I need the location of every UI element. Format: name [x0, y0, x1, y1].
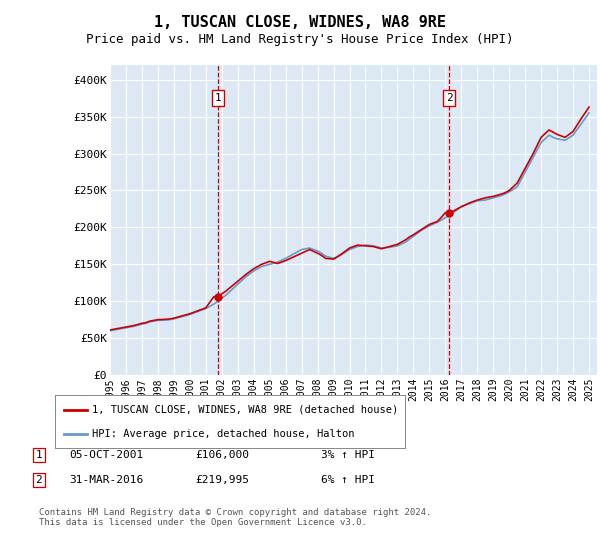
- Text: 1: 1: [35, 450, 43, 460]
- Text: Price paid vs. HM Land Registry's House Price Index (HPI): Price paid vs. HM Land Registry's House …: [86, 33, 514, 46]
- Text: HPI: Average price, detached house, Halton: HPI: Average price, detached house, Halt…: [92, 429, 354, 439]
- Text: 2: 2: [35, 475, 43, 485]
- Text: £219,995: £219,995: [195, 475, 249, 485]
- Text: £106,000: £106,000: [195, 450, 249, 460]
- Text: 2: 2: [446, 93, 452, 103]
- Text: 6% ↑ HPI: 6% ↑ HPI: [321, 475, 375, 485]
- Text: 05-OCT-2001: 05-OCT-2001: [69, 450, 143, 460]
- Text: 31-MAR-2016: 31-MAR-2016: [69, 475, 143, 485]
- Text: 1, TUSCAN CLOSE, WIDNES, WA8 9RE: 1, TUSCAN CLOSE, WIDNES, WA8 9RE: [154, 15, 446, 30]
- Text: Contains HM Land Registry data © Crown copyright and database right 2024.
This d: Contains HM Land Registry data © Crown c…: [39, 508, 431, 528]
- Text: 1: 1: [214, 93, 221, 103]
- Text: 3% ↑ HPI: 3% ↑ HPI: [321, 450, 375, 460]
- Text: 1, TUSCAN CLOSE, WIDNES, WA8 9RE (detached house): 1, TUSCAN CLOSE, WIDNES, WA8 9RE (detach…: [92, 405, 398, 415]
